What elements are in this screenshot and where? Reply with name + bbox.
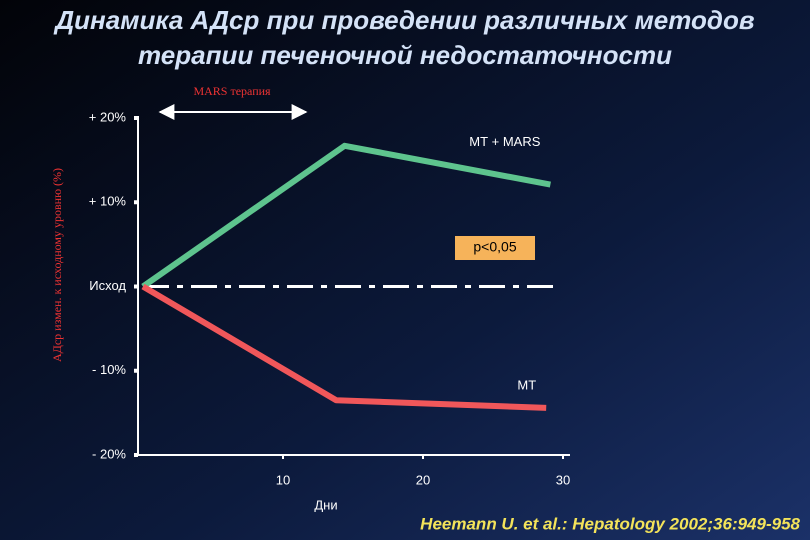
pvalue-label: p<0,05 (473, 239, 516, 255)
y-tick-label: + 10% (89, 194, 127, 209)
pvalue-box (455, 236, 535, 260)
y-axis-label: АДср измен. к исходному уровню (%) (50, 168, 64, 362)
y-tick (134, 284, 138, 289)
y-tick (134, 368, 138, 373)
x-axis-label: Дни (314, 497, 337, 512)
y-tick (134, 200, 138, 205)
title-line: терапии печеночной недостаточности (138, 40, 672, 70)
y-tick-label: - 10% (92, 362, 126, 377)
series-line (141, 142, 551, 289)
series-line (141, 283, 547, 411)
x-tick-label: 10 (276, 472, 290, 487)
y-tick-label: + 20% (89, 109, 127, 124)
title-line: Динамика АДср при проведении различных м… (53, 5, 754, 35)
y-tick (134, 116, 138, 120)
series-label: МТ (517, 377, 536, 392)
therapy-label: MARS терапия (193, 84, 271, 98)
x-tick-label: 30 (556, 472, 570, 487)
y-tick-label: Исход (89, 278, 126, 293)
x-tick-label: 20 (416, 472, 430, 487)
series-label: МТ + MARS (469, 134, 540, 149)
y-tick (134, 453, 138, 457)
citation: Heemann U. et al.: Hepatology 2002;36:94… (420, 514, 800, 533)
y-tick-label: - 20% (92, 446, 126, 461)
